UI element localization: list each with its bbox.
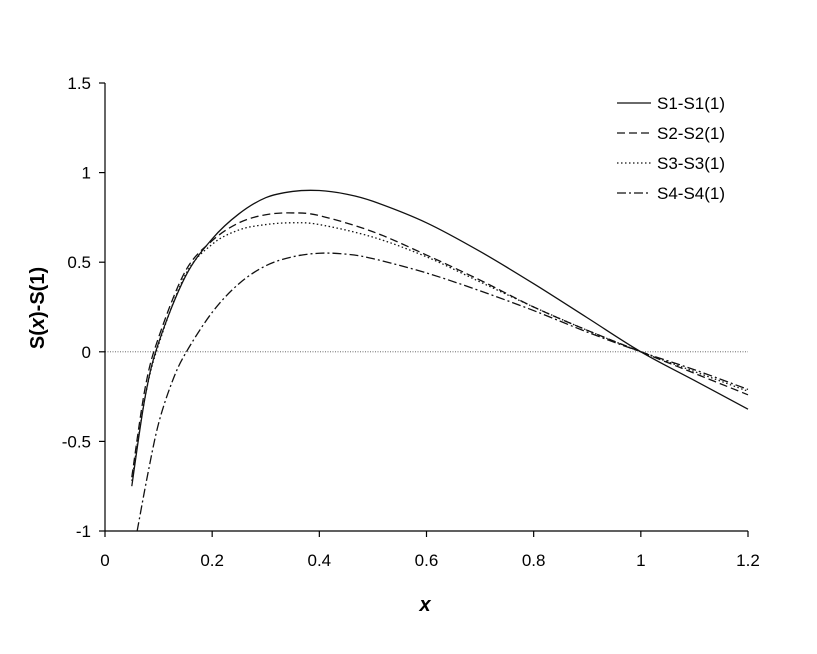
y-tick-label: -1 [76, 522, 91, 541]
y-axis-title: S(x)-S(1) [27, 267, 49, 349]
x-tick-label: 1.2 [736, 551, 760, 570]
series-line-4 [136, 252, 749, 532]
legend-label-1: S1-S1(1) [657, 94, 725, 113]
series-line-2 [131, 212, 749, 478]
series-line-1 [131, 189, 749, 487]
legend: S1-S1(1) S2-S2(1) S3-S3(1) S4-S4(1) [617, 94, 725, 203]
axes: 0 0.2 0.4 0.6 0.8 1 1.2 -1 -0.5 0 0.5 1 1.5 [62, 74, 760, 570]
y-axis-title-part-1: S( [27, 329, 49, 349]
y-axis-title-part-3: )-S(1) [27, 267, 49, 318]
legend-label-3: S3-S3(1) [657, 154, 725, 173]
y-axis-title-part-2: x [27, 317, 49, 330]
legend-label-2: S2-S2(1) [657, 124, 725, 143]
x-tick-label: 1 [636, 551, 645, 570]
x-tick-label: 0.6 [415, 551, 439, 570]
x-tick-label: 0.2 [200, 551, 224, 570]
x-axis-title: x [418, 594, 431, 616]
y-tick-label: 0 [82, 343, 91, 362]
x-tick-label: 0.8 [522, 551, 546, 570]
y-tick-label: 0.5 [67, 253, 91, 272]
x-tick-label: 0 [100, 551, 109, 570]
y-tick-label: -0.5 [62, 432, 91, 451]
legend-label-4: S4-S4(1) [657, 184, 725, 203]
y-tick-label: 1.5 [67, 74, 91, 93]
y-tick-label: 1 [82, 164, 91, 183]
series-line-3 [131, 222, 749, 481]
x-tick-label: 0.4 [308, 551, 332, 570]
series-layer [131, 189, 749, 532]
